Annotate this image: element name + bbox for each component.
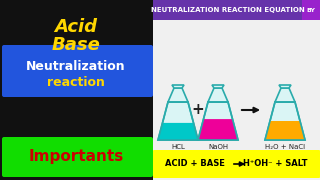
Text: HCL: HCL (171, 144, 185, 150)
Polygon shape (158, 102, 198, 140)
Text: Importants: Importants (28, 150, 124, 165)
Polygon shape (158, 123, 198, 140)
FancyBboxPatch shape (2, 137, 153, 177)
FancyBboxPatch shape (153, 150, 320, 178)
Text: NEUTRALIZATION REACTION EQUATION: NEUTRALIZATION REACTION EQUATION (151, 7, 304, 13)
Text: Acid: Acid (54, 18, 98, 36)
Text: H⁺OH⁻ + SALT: H⁺OH⁻ + SALT (243, 159, 307, 168)
Text: +: + (192, 102, 204, 118)
Polygon shape (265, 121, 305, 140)
Polygon shape (279, 85, 291, 88)
Polygon shape (212, 85, 224, 88)
Text: Base: Base (52, 36, 100, 54)
Text: ACID + BASE: ACID + BASE (165, 159, 225, 168)
Polygon shape (172, 85, 184, 88)
Bar (302, 0, 320, 20)
Polygon shape (275, 88, 295, 102)
Polygon shape (265, 102, 305, 140)
Polygon shape (198, 119, 238, 140)
Text: NaOH: NaOH (208, 144, 228, 150)
Text: reaction: reaction (47, 76, 105, 89)
Polygon shape (168, 88, 188, 102)
Text: Neutralization: Neutralization (26, 60, 126, 73)
Text: H₂O + NaCl: H₂O + NaCl (265, 144, 305, 150)
Bar (153, 0, 302, 20)
FancyBboxPatch shape (2, 45, 153, 97)
Bar (153, 0, 320, 180)
Text: BY: BY (307, 8, 316, 12)
Polygon shape (208, 88, 228, 102)
Polygon shape (198, 102, 238, 140)
